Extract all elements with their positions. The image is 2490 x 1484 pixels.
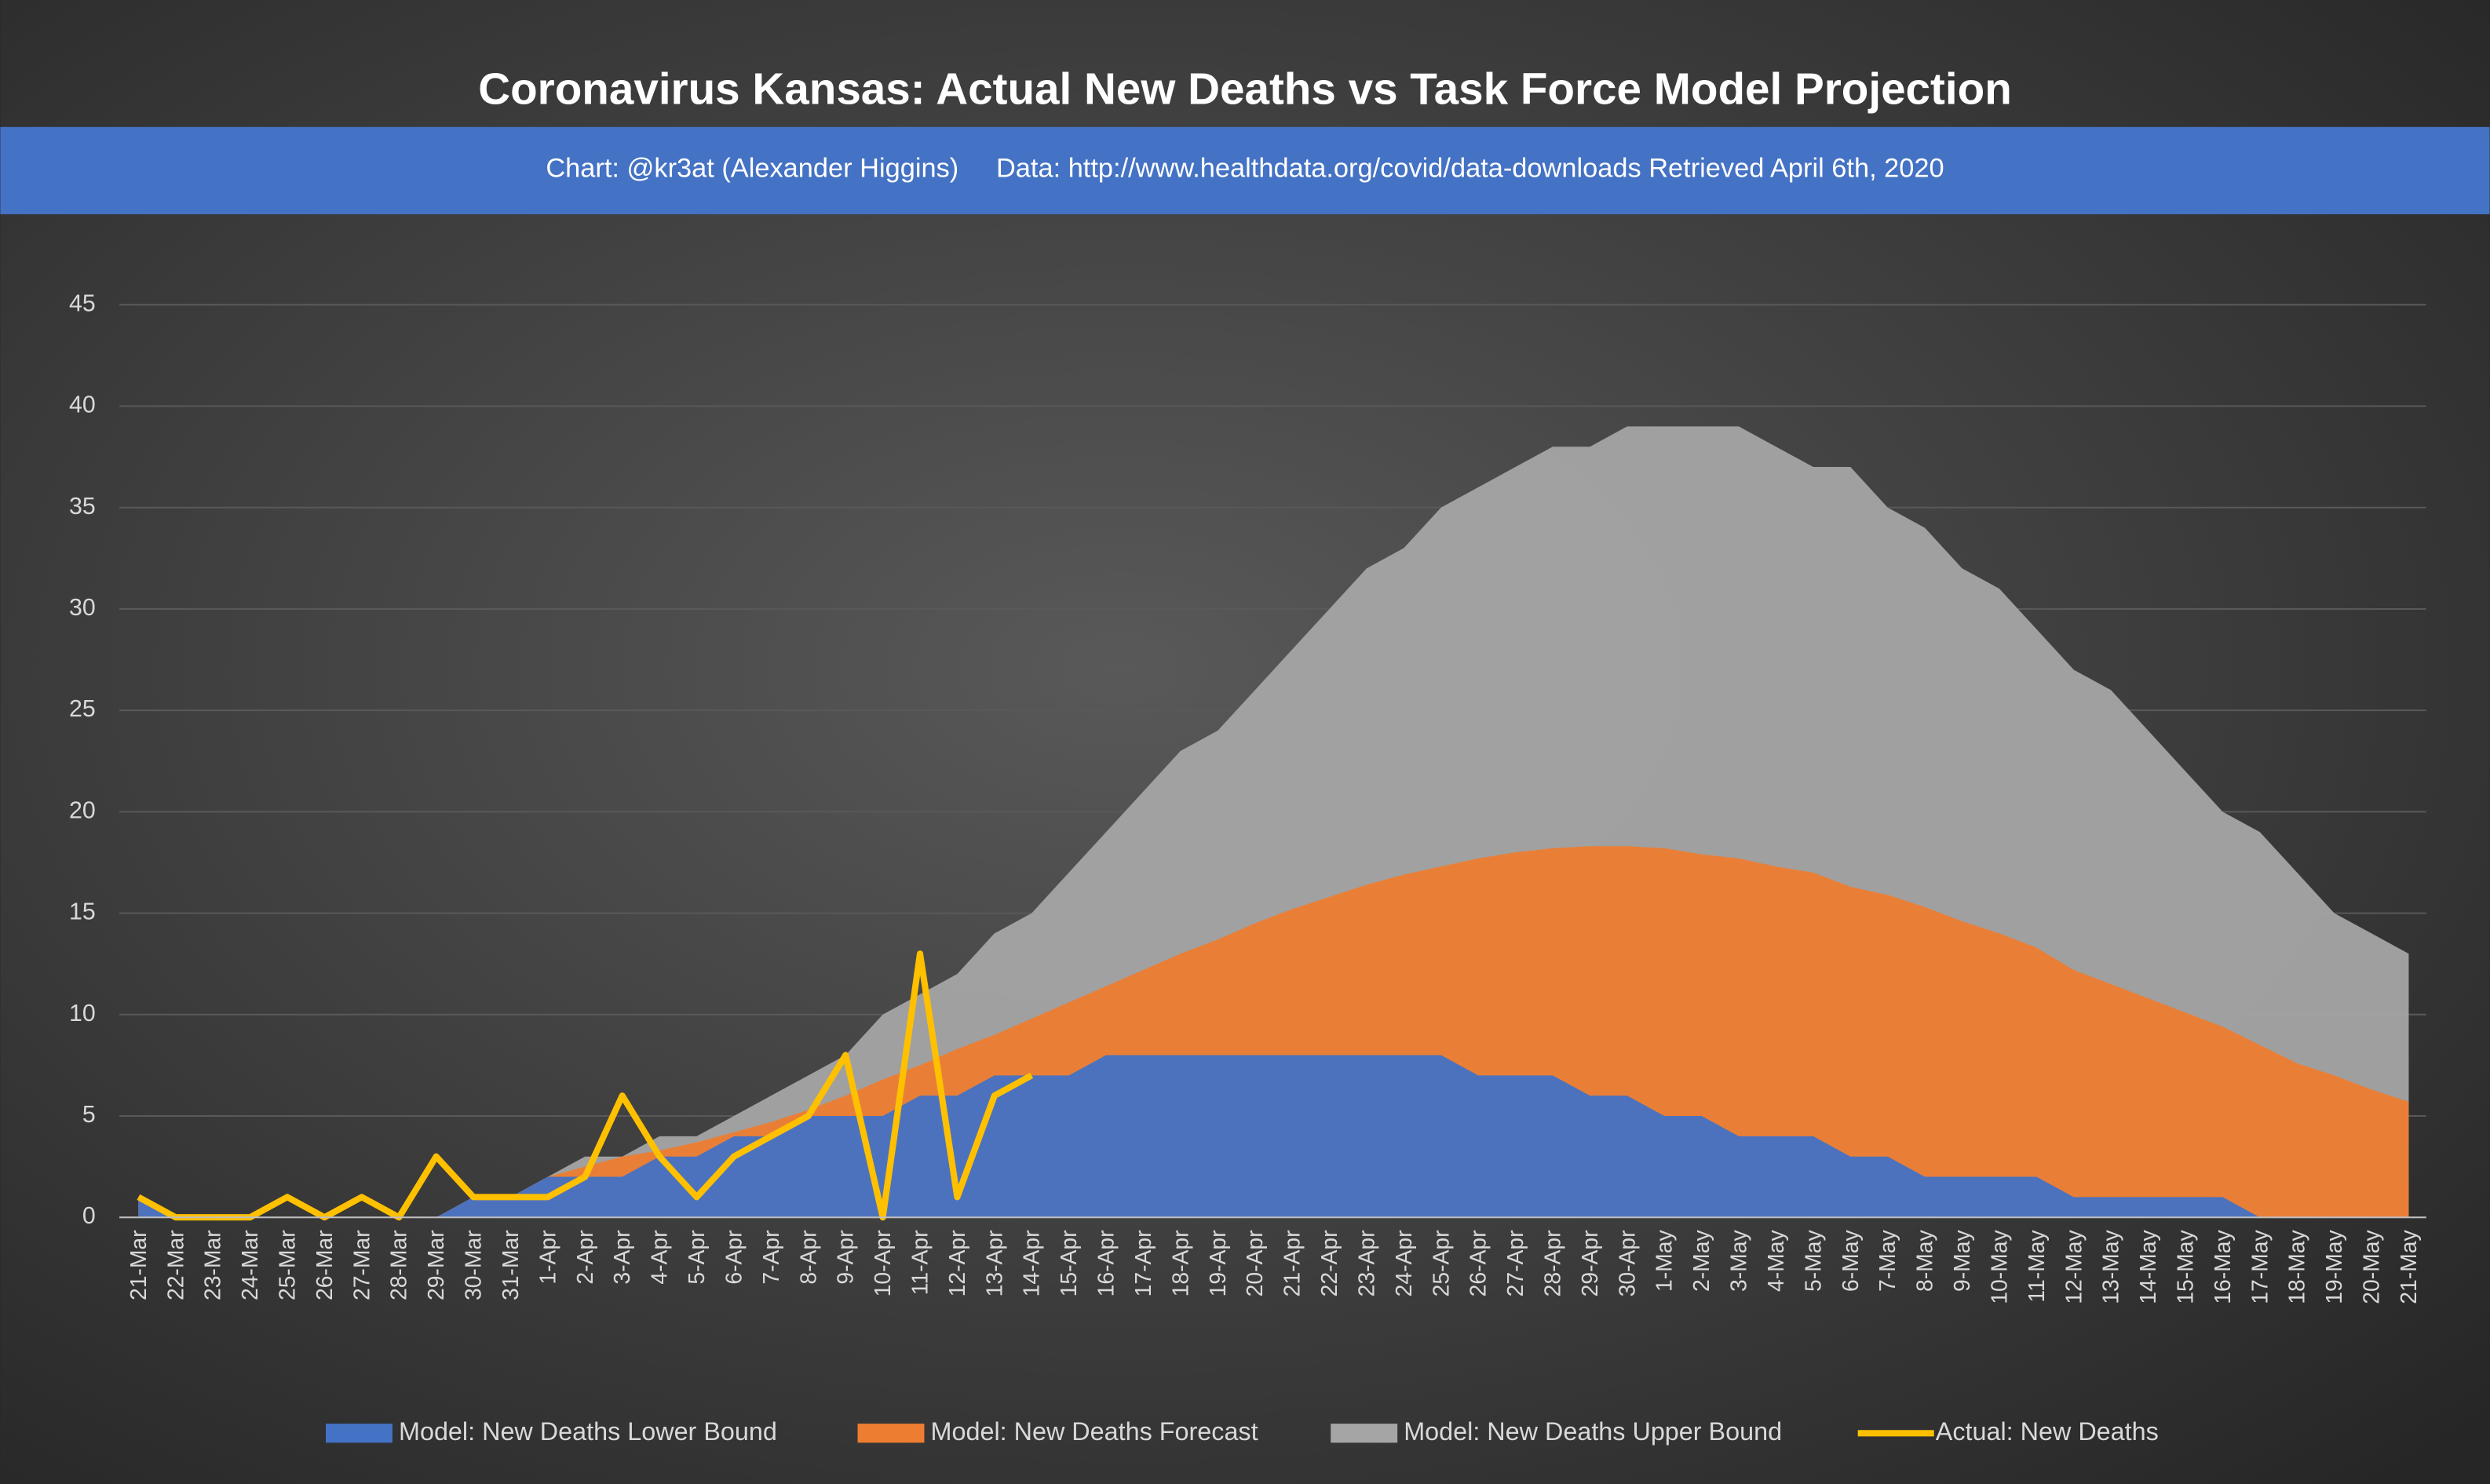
y-tick-label: 45: [69, 290, 96, 316]
legend-label: Actual: New Deaths: [1936, 1417, 2159, 1446]
y-tick-label: 25: [69, 696, 96, 722]
x-tick-label: 30-Mar: [461, 1230, 486, 1300]
y-tick-label: 20: [69, 797, 96, 823]
legend-label: Model: New Deaths Forecast: [931, 1417, 1258, 1446]
x-tick-label: 18-Apr: [1167, 1230, 1192, 1296]
x-tick-label: 5-May: [1800, 1230, 1825, 1292]
y-tick-label: 5: [82, 1102, 96, 1128]
x-tick-label: 19-May: [2321, 1230, 2346, 1304]
x-tick-label: 4-Apr: [647, 1230, 672, 1284]
subtitle-band: [0, 126, 2490, 215]
x-tick-label: 5-Apr: [684, 1230, 709, 1284]
x-tick-label: 26-Apr: [1466, 1230, 1491, 1296]
x-tick-label: 21-May: [2396, 1230, 2421, 1304]
x-tick-label: 20-May: [2359, 1230, 2384, 1304]
x-tick-label: 3-May: [1726, 1230, 1751, 1292]
chart-subtitle: Chart: @kr3at (Alexander Higgins) Data: …: [546, 153, 1944, 183]
x-tick-label: 28-Mar: [386, 1230, 411, 1300]
x-tick-label: 11-May: [2024, 1230, 2049, 1303]
x-tick-label: 17-Apr: [1130, 1230, 1156, 1296]
x-tick-label: 14-May: [2135, 1230, 2160, 1304]
x-tick-label: 7-May: [1875, 1230, 1900, 1292]
x-tick-label: 21-Mar: [126, 1230, 151, 1300]
x-tick-label: 8-May: [1912, 1230, 1937, 1292]
x-tick-label: 11-Apr: [907, 1230, 932, 1295]
x-tick-label: 28-Apr: [1539, 1230, 1564, 1296]
x-tick-label: 30-Apr: [1614, 1230, 1639, 1296]
legend-swatch: [1331, 1424, 1398, 1443]
x-tick-label: 13-May: [2098, 1230, 2123, 1304]
x-tick-label: 10-Apr: [870, 1230, 895, 1296]
x-tick-label: 1-Apr: [535, 1230, 560, 1284]
x-tick-label: 10-May: [1986, 1230, 2011, 1304]
x-tick-label: 27-Mar: [349, 1230, 374, 1300]
x-tick-label: 31-Mar: [498, 1230, 523, 1300]
y-tick-label: 15: [69, 899, 96, 925]
chart-title: Coronavirus Kansas: Actual New Deaths vs…: [478, 64, 2012, 113]
y-tick-label: 10: [69, 1001, 96, 1026]
x-tick-label: 13-Apr: [981, 1230, 1006, 1296]
x-tick-label: 6-May: [1838, 1230, 1863, 1292]
x-tick-label: 9-Apr: [833, 1230, 858, 1284]
x-tick-label: 17-May: [2247, 1230, 2272, 1304]
x-tick-label: 2-Apr: [572, 1230, 597, 1284]
x-tick-label: 19-Apr: [1205, 1230, 1230, 1296]
x-tick-label: 27-Apr: [1502, 1230, 1528, 1296]
x-tick-label: 3-Apr: [609, 1230, 634, 1284]
y-tick-label: 35: [69, 494, 96, 520]
x-tick-label: 29-Mar: [423, 1230, 448, 1300]
x-tick-label: 2-May: [1689, 1230, 1714, 1292]
x-tick-label: 15-Apr: [1056, 1230, 1081, 1296]
x-tick-label: 6-Apr: [721, 1230, 746, 1284]
x-tick-label: 7-Apr: [758, 1230, 783, 1284]
x-tick-label: 15-May: [2172, 1230, 2197, 1304]
x-tick-label: 16-May: [2210, 1230, 2235, 1304]
area: [138, 846, 2409, 1218]
x-tick-label: 4-May: [1763, 1230, 1788, 1292]
y-tick-label: 0: [82, 1203, 96, 1229]
x-tick-label: 22-Apr: [1316, 1230, 1342, 1296]
x-tick-label: 12-Apr: [944, 1230, 969, 1296]
x-tick-label: 8-Apr: [795, 1230, 820, 1284]
x-tick-label: 23-Mar: [200, 1230, 225, 1300]
legend-label: Model: New Deaths Lower Bound: [399, 1417, 777, 1446]
x-tick-label: 24-Apr: [1391, 1230, 1416, 1296]
x-tick-label: 1-May: [1652, 1230, 1677, 1292]
y-tick-label: 30: [69, 595, 96, 621]
x-tick-label: 26-Mar: [312, 1230, 337, 1300]
x-tick-label: 16-Apr: [1093, 1230, 1119, 1296]
x-tick-label: 29-Apr: [1577, 1230, 1602, 1296]
x-tick-label: 25-Mar: [274, 1230, 299, 1300]
x-tick-label: 18-May: [2284, 1230, 2309, 1304]
legend-swatch: [325, 1424, 392, 1443]
x-tick-label: 21-Apr: [1280, 1230, 1305, 1296]
x-tick-label: 23-Apr: [1353, 1230, 1378, 1296]
legend-label: Model: New Deaths Upper Bound: [1404, 1417, 1782, 1446]
legend-swatch: [857, 1424, 925, 1443]
x-tick-label: 20-Apr: [1242, 1230, 1267, 1296]
x-tick-label: 22-Mar: [162, 1230, 188, 1300]
y-tick-label: 40: [69, 392, 96, 418]
x-tick-label: 12-May: [2061, 1230, 2086, 1304]
area: [138, 1055, 2409, 1218]
x-tick-label: 14-Apr: [1019, 1230, 1044, 1296]
x-tick-label: 24-Mar: [237, 1230, 262, 1300]
x-tick-label: 9-May: [1949, 1230, 1974, 1292]
x-tick-label: 25-Apr: [1428, 1230, 1453, 1296]
